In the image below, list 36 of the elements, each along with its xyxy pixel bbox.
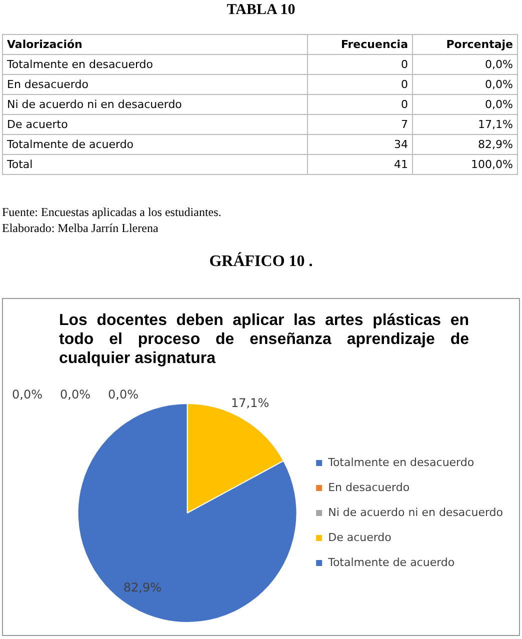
text: 100,0% (412, 154, 518, 174)
text: Totalmente de acuerdo (2, 134, 308, 154)
text: TABLA 10 (226, 2, 296, 19)
legend-label: Ni de acuerdo ni en desacuerdo (328, 506, 504, 519)
text: Elaborado: Melba Jarrín Llerena (2, 221, 158, 236)
text: 41 (308, 154, 412, 174)
text: 0,0% (412, 74, 518, 94)
text: En desacuerdo (2, 74, 308, 94)
text: Ni de acuerdo ni en desacuerdo (2, 94, 308, 114)
text: 0,0% (412, 94, 518, 114)
legend-label: En desacuerdo (328, 480, 410, 494)
data-label: 82,9% (123, 580, 162, 594)
legend-label: Totalmente en desacuerdo (327, 456, 474, 469)
text: Porcentaje (412, 34, 518, 54)
text: Frecuencia (308, 34, 412, 54)
text: 82,9% (412, 134, 518, 154)
text: 0 (308, 74, 412, 94)
text: 0,0% (12, 388, 43, 402)
text: 34 (308, 134, 412, 154)
chart-title: Los docentes deben aplicar las artes plásticas en todo el proceso de enseñanza aprendizaje de cualquier asignatura (59, 311, 469, 368)
legend-label: De acuerdo (328, 530, 392, 544)
text: 0 (308, 54, 412, 74)
text: 0 (308, 94, 412, 114)
data-label: 17,1% (230, 396, 270, 410)
text: Totalmente en desacuerdo (2, 54, 308, 74)
source-note: Fuente: Encuestas aplicadas a los estudiantes. (2, 205, 222, 220)
text: Valorización (2, 34, 308, 54)
text: 17,1% (412, 114, 518, 134)
text: 0,0% (60, 388, 91, 402)
text: 0,0% (412, 54, 518, 74)
text: 0,0% (108, 388, 139, 402)
text: Total (2, 154, 308, 174)
text: GRÁFICO 10 . (208, 253, 314, 271)
text: De acuerto (2, 114, 308, 134)
legend-label: Totalmente de acuerdo (327, 556, 455, 569)
text: 7 (308, 114, 412, 134)
